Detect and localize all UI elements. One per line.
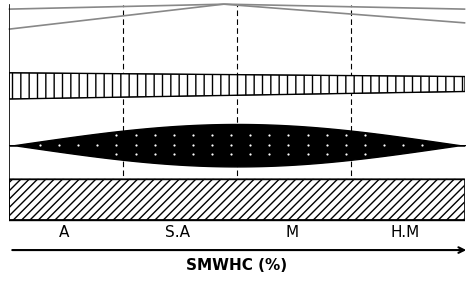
Text: SMWHC (%): SMWHC (%) — [186, 257, 288, 273]
Text: M: M — [285, 225, 298, 240]
Text: H.M: H.M — [391, 225, 420, 240]
Text: A: A — [59, 225, 69, 240]
Text: S.A: S.A — [165, 225, 191, 240]
